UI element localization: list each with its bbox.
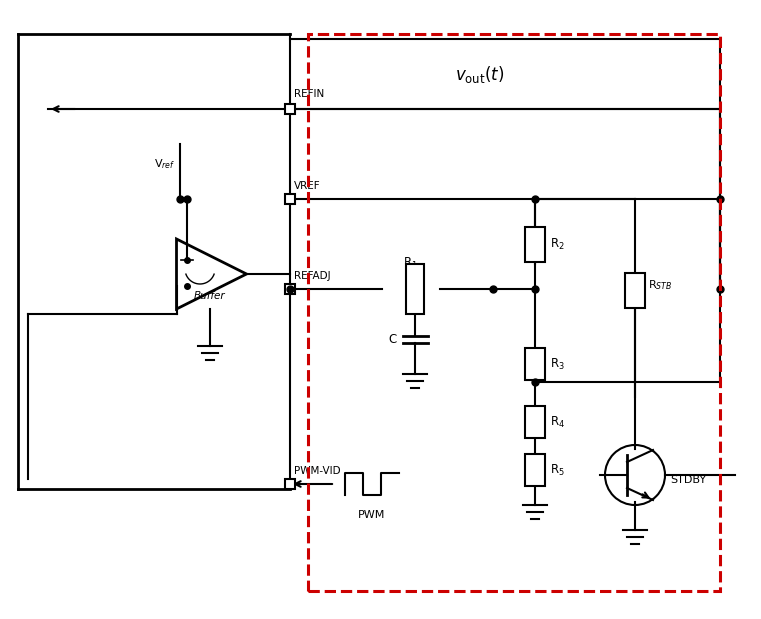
Bar — [285, 479, 295, 489]
Text: PWM-VID: PWM-VID — [294, 466, 341, 476]
Bar — [406, 264, 424, 314]
Text: Buffer: Buffer — [194, 291, 226, 301]
Bar — [525, 454, 545, 486]
Text: R$_{STB}$: R$_{STB}$ — [648, 279, 673, 292]
Bar — [525, 406, 545, 438]
Text: REFADJ: REFADJ — [294, 271, 330, 281]
Text: PWM: PWM — [358, 510, 386, 520]
Text: STDBY: STDBY — [670, 475, 706, 485]
Text: R$_1$: R$_1$ — [403, 256, 417, 271]
Text: R$_3$: R$_3$ — [550, 357, 565, 371]
Text: R$_5$: R$_5$ — [550, 462, 565, 477]
Bar — [285, 104, 295, 114]
Bar — [525, 227, 545, 261]
Text: VREF: VREF — [294, 181, 320, 191]
Bar — [285, 194, 295, 204]
Text: R$_4$: R$_4$ — [550, 415, 565, 430]
Text: R$_2$: R$_2$ — [550, 236, 565, 251]
Bar — [625, 273, 645, 308]
Text: C: C — [389, 332, 397, 345]
Text: REFIN: REFIN — [294, 89, 324, 99]
Text: $v_{\mathrm{out}}(t)$: $v_{\mathrm{out}}(t)$ — [455, 64, 505, 85]
Bar — [285, 284, 295, 294]
Bar — [525, 348, 545, 380]
Text: V$_{ref}$: V$_{ref}$ — [154, 157, 175, 171]
